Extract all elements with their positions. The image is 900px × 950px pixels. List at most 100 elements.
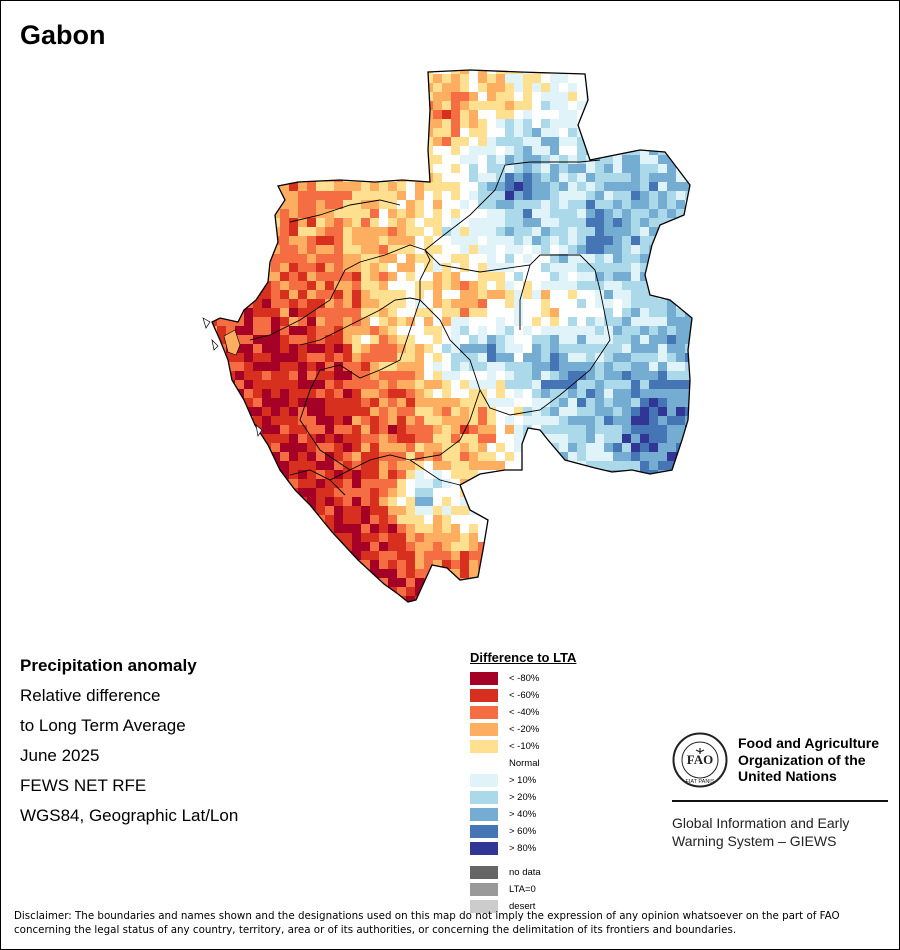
anomaly-cell bbox=[253, 254, 263, 264]
anomaly-cell bbox=[352, 407, 362, 417]
anomaly-cell bbox=[541, 74, 551, 84]
anomaly-cell bbox=[406, 227, 416, 237]
anomaly-cell bbox=[442, 155, 452, 165]
anomaly-cell bbox=[622, 506, 632, 516]
anomaly-cell bbox=[307, 380, 317, 390]
anomaly-cell bbox=[469, 488, 479, 498]
anomaly-cell bbox=[226, 70, 236, 75]
anomaly-cell bbox=[541, 317, 551, 327]
anomaly-cell bbox=[550, 335, 560, 345]
anomaly-cell bbox=[343, 587, 353, 597]
anomaly-cell bbox=[667, 245, 677, 255]
anomaly-cell bbox=[505, 218, 515, 228]
anomaly-cell bbox=[424, 488, 434, 498]
anomaly-cell bbox=[316, 407, 326, 417]
anomaly-cell bbox=[397, 182, 407, 192]
anomaly-cell bbox=[307, 551, 317, 561]
anomaly-cell bbox=[262, 299, 272, 309]
anomaly-cell bbox=[307, 254, 317, 264]
anomaly-cell bbox=[280, 110, 290, 120]
anomaly-cell bbox=[244, 425, 254, 435]
anomaly-cell bbox=[262, 515, 272, 525]
anomaly-cell bbox=[451, 452, 461, 462]
anomaly-cell bbox=[190, 551, 200, 561]
anomaly-cell bbox=[316, 281, 326, 291]
anomaly-cell bbox=[415, 218, 425, 228]
anomaly-cell bbox=[406, 146, 416, 156]
anomaly-cell bbox=[343, 524, 353, 534]
anomaly-cell bbox=[361, 146, 371, 156]
anomaly-cell bbox=[397, 70, 407, 75]
anomaly-cell bbox=[397, 299, 407, 309]
anomaly-cell bbox=[595, 146, 605, 156]
anomaly-cell bbox=[190, 443, 200, 453]
anomaly-cell bbox=[244, 461, 254, 471]
anomaly-cell bbox=[676, 236, 686, 246]
anomaly-cell bbox=[424, 146, 434, 156]
anomaly-cell bbox=[613, 317, 623, 327]
anomaly-cell bbox=[397, 335, 407, 345]
anomaly-cell bbox=[316, 551, 326, 561]
anomaly-cell bbox=[532, 398, 542, 408]
anomaly-cell bbox=[523, 83, 533, 93]
anomaly-cell bbox=[217, 308, 227, 318]
anomaly-cell bbox=[298, 488, 308, 498]
anomaly-cell bbox=[604, 434, 614, 444]
anomaly-cell bbox=[586, 254, 596, 264]
anomaly-cell bbox=[190, 218, 200, 228]
anomaly-cell bbox=[559, 92, 569, 102]
anomaly-cell bbox=[613, 173, 623, 183]
anomaly-cell bbox=[433, 470, 443, 480]
anomaly-cell bbox=[676, 542, 686, 552]
anomaly-cell bbox=[631, 452, 641, 462]
anomaly-cell bbox=[199, 263, 209, 273]
anomaly-cell bbox=[397, 524, 407, 534]
anomaly-cell bbox=[577, 371, 587, 381]
anomaly-cell bbox=[361, 263, 371, 273]
anomaly-cell bbox=[640, 281, 650, 291]
anomaly-cell bbox=[613, 551, 623, 561]
anomaly-cell bbox=[415, 326, 425, 336]
anomaly-cell bbox=[406, 164, 416, 174]
anomaly-cell bbox=[370, 461, 380, 471]
anomaly-cell bbox=[334, 200, 344, 210]
anomaly-cell bbox=[658, 74, 668, 84]
anomaly-cell bbox=[559, 497, 569, 507]
anomaly-cell bbox=[532, 272, 542, 282]
anomaly-cell bbox=[541, 227, 551, 237]
anomaly-cell bbox=[280, 74, 290, 84]
anomaly-cell bbox=[604, 236, 614, 246]
anomaly-cell bbox=[244, 506, 254, 516]
anomaly-cell bbox=[370, 425, 380, 435]
fao-emblem-motto: FIAT PANIS bbox=[685, 779, 714, 785]
anomaly-cell bbox=[532, 281, 542, 291]
anomaly-cell bbox=[343, 371, 353, 381]
anomaly-cell bbox=[505, 398, 515, 408]
anomaly-cell bbox=[469, 425, 479, 435]
anomaly-cell bbox=[343, 497, 353, 507]
anomaly-cell bbox=[694, 479, 704, 489]
anomaly-cell bbox=[460, 389, 470, 399]
anomaly-cell bbox=[226, 218, 236, 228]
anomaly-cell bbox=[460, 353, 470, 363]
anomaly-cell bbox=[262, 272, 272, 282]
anomaly-cell bbox=[325, 101, 335, 111]
anomaly-cell bbox=[487, 92, 497, 102]
anomaly-cell bbox=[199, 461, 209, 471]
anomaly-cell bbox=[397, 263, 407, 273]
anomaly-cell bbox=[307, 524, 317, 534]
anomaly-cell bbox=[307, 101, 317, 111]
anomaly-cell bbox=[514, 209, 524, 219]
anomaly-cell bbox=[460, 182, 470, 192]
legend-swatch bbox=[470, 866, 498, 879]
anomaly-cell bbox=[352, 70, 362, 75]
anomaly-cell bbox=[550, 362, 560, 372]
anomaly-cell bbox=[217, 605, 227, 615]
anomaly-cell bbox=[559, 173, 569, 183]
anomaly-cell bbox=[244, 335, 254, 345]
anomaly-cell bbox=[559, 578, 569, 588]
anomaly-cell bbox=[496, 443, 506, 453]
anomaly-cell bbox=[487, 335, 497, 345]
anomaly-cell bbox=[217, 416, 227, 426]
anomaly-cell bbox=[406, 299, 416, 309]
